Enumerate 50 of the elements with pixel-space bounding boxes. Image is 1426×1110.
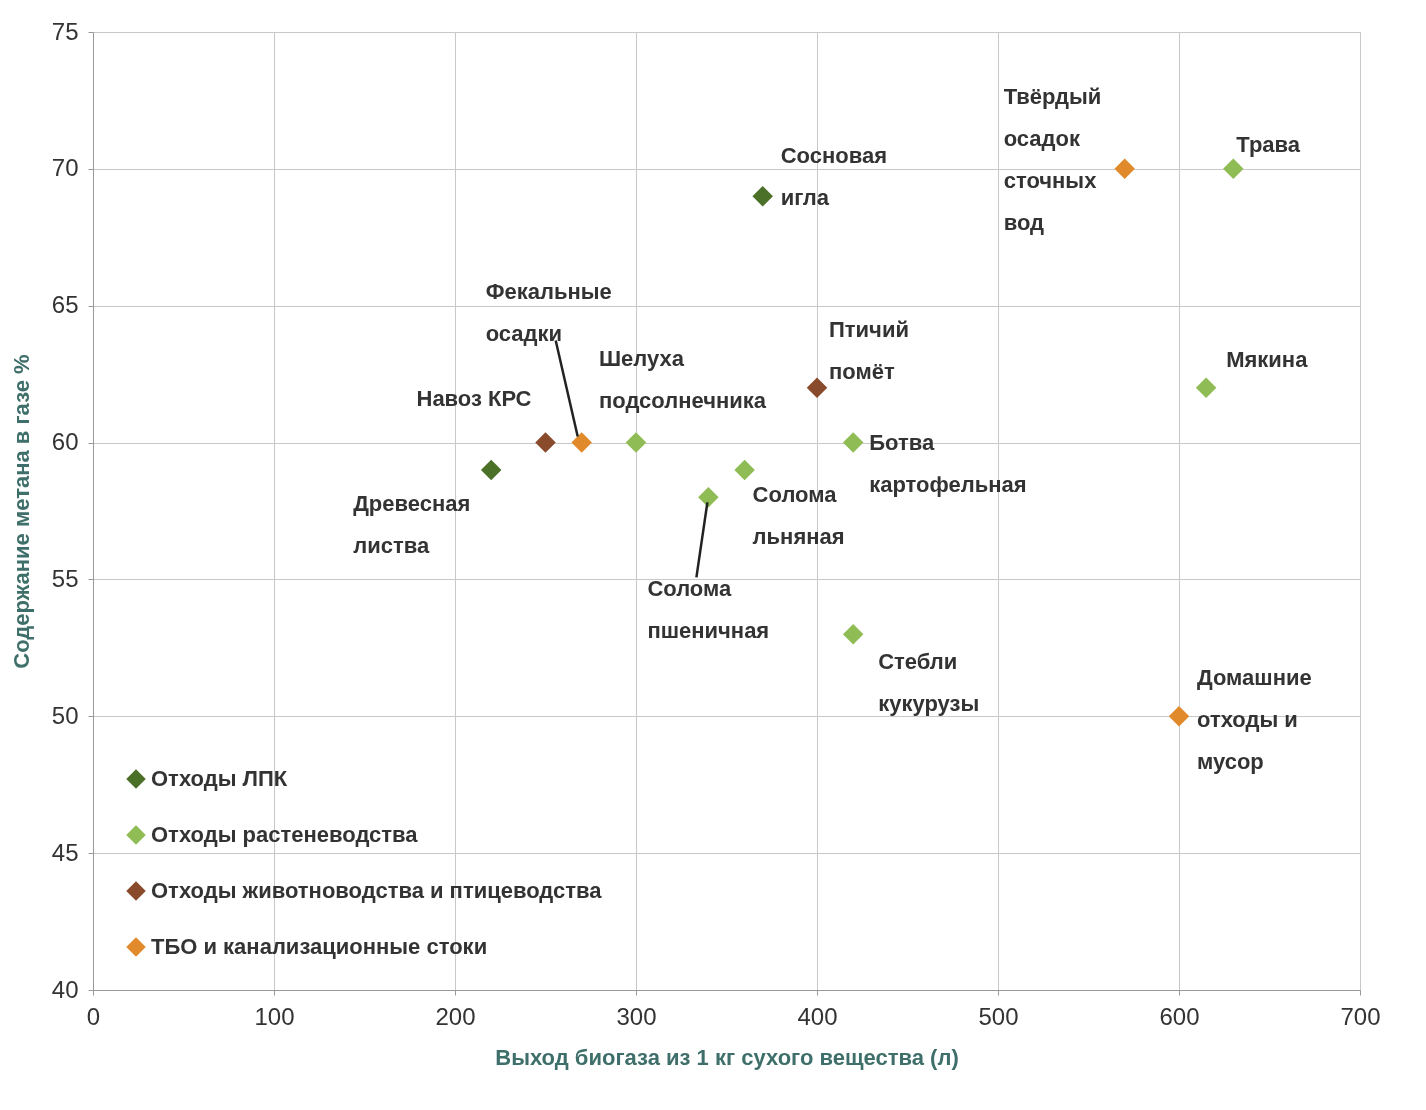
point: [698, 487, 719, 508]
y-tick-label: 65: [51, 291, 79, 319]
y-tick-label: 70: [51, 154, 79, 182]
annotation: Солома льняная: [752, 481, 845, 549]
annotation: Солома пшеничная: [647, 576, 770, 644]
x-tick-label: 700: [1340, 1002, 1381, 1030]
y-axis-title: Содержание метана в газе %: [8, 354, 34, 669]
annotation: Древесная листва: [353, 490, 471, 558]
point: [535, 432, 556, 453]
x-tick-label: 400: [797, 1002, 838, 1030]
annotation: Шелуха подсолнечника: [599, 345, 767, 413]
point: [842, 432, 864, 453]
point: [1195, 377, 1217, 399]
y-tick-label: 40: [51, 975, 79, 1003]
x-tick-label: 600: [1159, 1002, 1200, 1030]
annotation: Мякина: [1226, 346, 1309, 372]
annotation: Навоз КРС: [416, 385, 532, 411]
point: [1114, 158, 1135, 180]
point: [842, 623, 864, 645]
annotation: Трава: [1236, 131, 1301, 157]
y-tick-label: 75: [51, 17, 79, 45]
y-tick-label: 50: [51, 701, 79, 729]
annotation: Фекальные осадки: [485, 278, 612, 346]
annotation: Ботва картофельная: [869, 429, 1027, 497]
point: [734, 459, 755, 481]
x-tick-label: 500: [978, 1002, 1019, 1030]
y-tick-label: 60: [51, 428, 79, 456]
legend-label: Отходы животноводства и птицеводства: [151, 878, 603, 903]
legend-label: Отходы растеневодства: [151, 822, 419, 847]
point: [571, 432, 592, 453]
point: [752, 185, 773, 207]
legend-label: ТБО и канализационные стоки: [151, 934, 488, 959]
annotation: Сосновая игла: [780, 143, 888, 211]
x-tick-label: 200: [435, 1002, 476, 1030]
x-tick-label: 100: [254, 1002, 295, 1030]
y-tick-label: 55: [51, 564, 79, 592]
x-tick-label: 300: [616, 1002, 657, 1030]
y-tick-label: 45: [51, 838, 79, 866]
point: [1223, 158, 1244, 180]
legend-label: Отходы ЛПК: [151, 766, 288, 791]
point: [480, 459, 502, 481]
x-axis-title: Выход биогаза из 1 кг сухого вещества (л): [495, 1044, 959, 1070]
annotation: Домашние отходы и мусор: [1197, 665, 1312, 775]
point: [806, 377, 828, 399]
annotation: Птичий помёт: [829, 316, 909, 384]
x-tick-label: 0: [86, 1002, 101, 1030]
annotation: Твёрдый осадок сточных вод: [1003, 83, 1102, 235]
annotation: Стебли кукурузы: [878, 649, 980, 717]
point: [1168, 706, 1190, 727]
point: [625, 432, 647, 453]
